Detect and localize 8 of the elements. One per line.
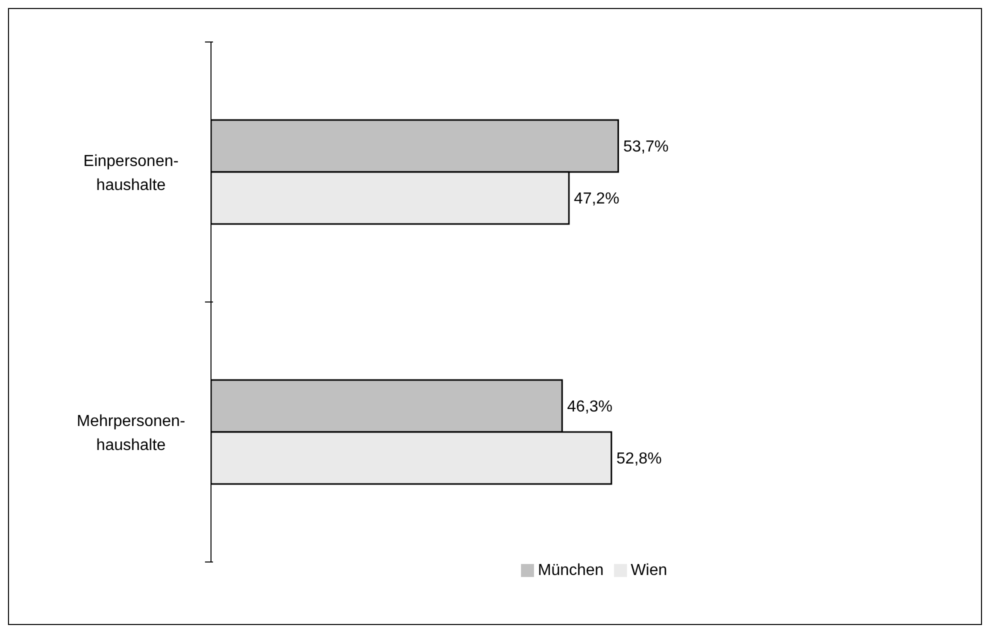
data-label: 52,8% <box>616 450 662 468</box>
legend-label: München <box>538 562 604 579</box>
y-tick-label: Einpersonen-haushalte <box>83 153 179 194</box>
data-label: 47,2% <box>574 190 620 208</box>
y-tick-label: Mehrpersonen-haushalte <box>76 413 186 454</box>
data-label: 46,3% <box>567 398 612 416</box>
legend-label: Wien <box>630 562 668 579</box>
data-label: 53,7% <box>623 138 669 156</box>
